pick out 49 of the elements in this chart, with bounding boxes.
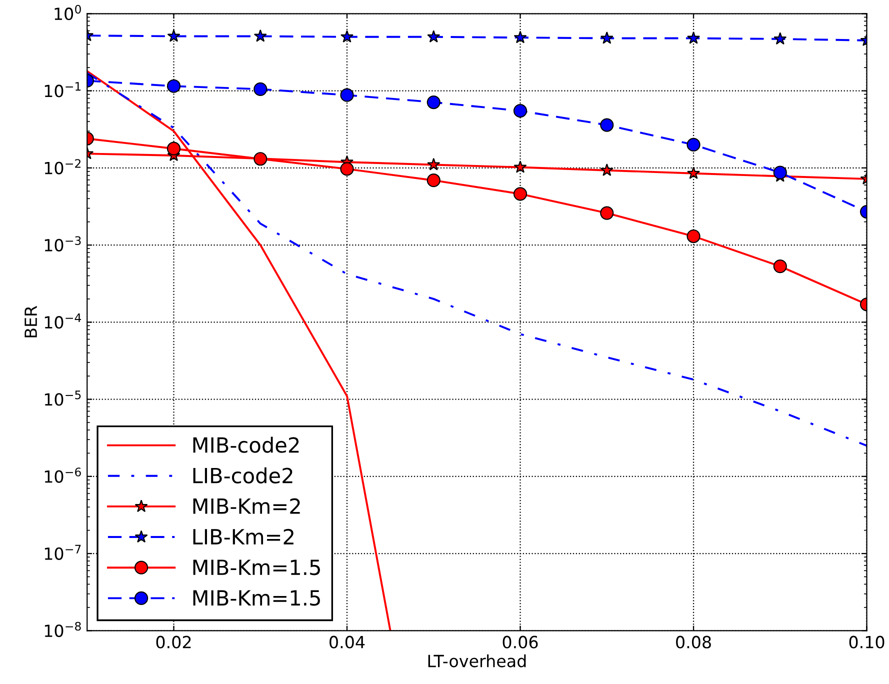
point: [340, 30, 354, 43]
point: [166, 79, 181, 93]
y-tick-label: 10$^{−2}$: [44, 159, 80, 174]
point: [340, 162, 354, 176]
y-axis-title: BER: [24, 306, 37, 338]
point: [513, 104, 528, 118]
point: [774, 32, 787, 45]
legend-label: MIB-Km=2: [193, 498, 300, 514]
x-tick-label: 0.02: [156, 636, 191, 648]
point: [340, 88, 354, 102]
point: [426, 174, 440, 188]
point: [773, 260, 787, 274]
legend-label: LIB-code2: [193, 467, 292, 484]
point: [600, 118, 614, 132]
point: [514, 160, 527, 173]
point: [166, 142, 181, 156]
legend-label: MIB-code2: [193, 436, 299, 453]
point: [687, 166, 700, 179]
point: [167, 29, 180, 42]
point: [254, 29, 267, 42]
y-tick-label: 10$^{−7}$: [44, 544, 81, 560]
y-tick-label: 10$^{−4}$: [44, 313, 82, 329]
point: [427, 158, 440, 170]
point: [600, 31, 614, 44]
x-axis-title: LT-overhead: [428, 654, 526, 668]
x-tick-label: 0.04: [330, 636, 365, 648]
y-tick-label: 10$^{−8}$: [44, 622, 81, 638]
point: [514, 30, 527, 44]
x-tick-label: 0.10: [849, 636, 884, 648]
y-tick-label: 10$^{0}$: [54, 4, 81, 20]
y-tick-label: 10$^{−1}$: [44, 82, 81, 98]
y-tick-label: 10$^{−6}$: [44, 468, 81, 483]
point: [427, 30, 440, 43]
x-tick-label: 0.08: [676, 636, 711, 648]
point: [773, 166, 787, 180]
point: [686, 138, 700, 152]
point: [687, 31, 700, 44]
y-tick-label: 10$^{−3}$: [44, 236, 81, 252]
y-tick-label: 10$^{−5}$: [44, 390, 81, 406]
point: [600, 206, 614, 220]
legend-label: LIB-Km=2: [193, 528, 294, 544]
x-tick-label: 0.06: [502, 636, 538, 648]
legend-label: MIB-Km=1.5: [193, 590, 320, 606]
point: [600, 164, 614, 176]
point: [426, 95, 440, 110]
point: [513, 187, 528, 201]
point: [254, 82, 268, 96]
point: [686, 229, 700, 244]
legend-label: MIB-Km=1.5: [193, 560, 320, 576]
